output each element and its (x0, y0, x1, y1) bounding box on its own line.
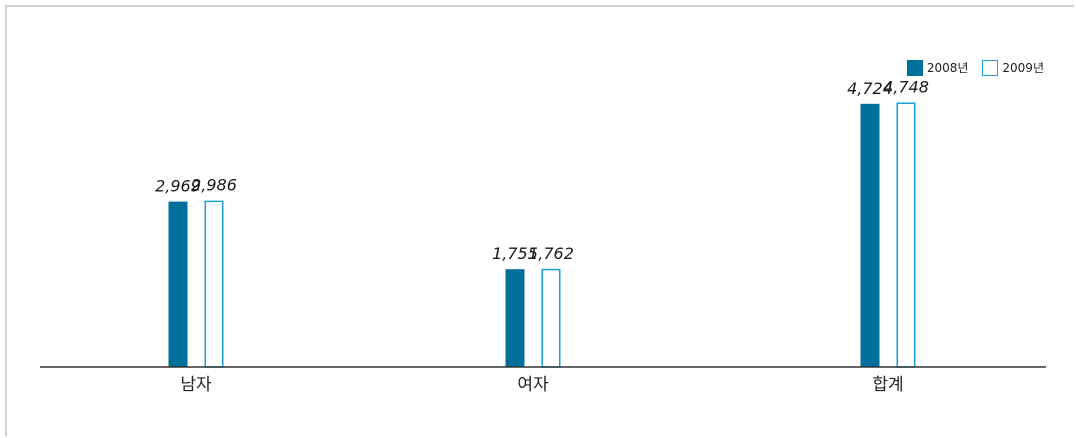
legend-swatch-2009 (982, 59, 999, 76)
bar-2008-0 (168, 201, 188, 367)
data-label-2008-0: 2,969 (155, 177, 201, 196)
bar-2009-2 (896, 102, 916, 368)
data-label-2009-0: 2,986 (191, 176, 237, 195)
data-label-2009-2: 4,748 (883, 77, 929, 96)
category-label-0: 남자 (180, 375, 212, 395)
legend: 2008년 2009년 (906, 59, 1044, 76)
legend-label-2009: 2009년 (1002, 61, 1044, 75)
bar-2009-0 (204, 200, 224, 368)
data-label-2009-1: 1,762 (528, 244, 574, 263)
data-label-2008-2: 4,724 (847, 79, 893, 98)
bar-2008-1 (505, 269, 525, 367)
legend-item-2009: 2009년 (982, 59, 1044, 76)
bar-2008-2 (860, 103, 880, 367)
bar-2009-1 (541, 268, 561, 368)
legend-item-2008: 2008년 (906, 59, 969, 76)
category-label-1: 여자 (517, 375, 549, 395)
data-label-2008-1: 1,755 (492, 244, 538, 263)
legend-swatch-2008 (906, 59, 923, 76)
legend-label-2008: 2008년 (926, 61, 969, 75)
category-label-2: 합계 (872, 375, 903, 395)
chart-frame (5, 5, 1074, 436)
